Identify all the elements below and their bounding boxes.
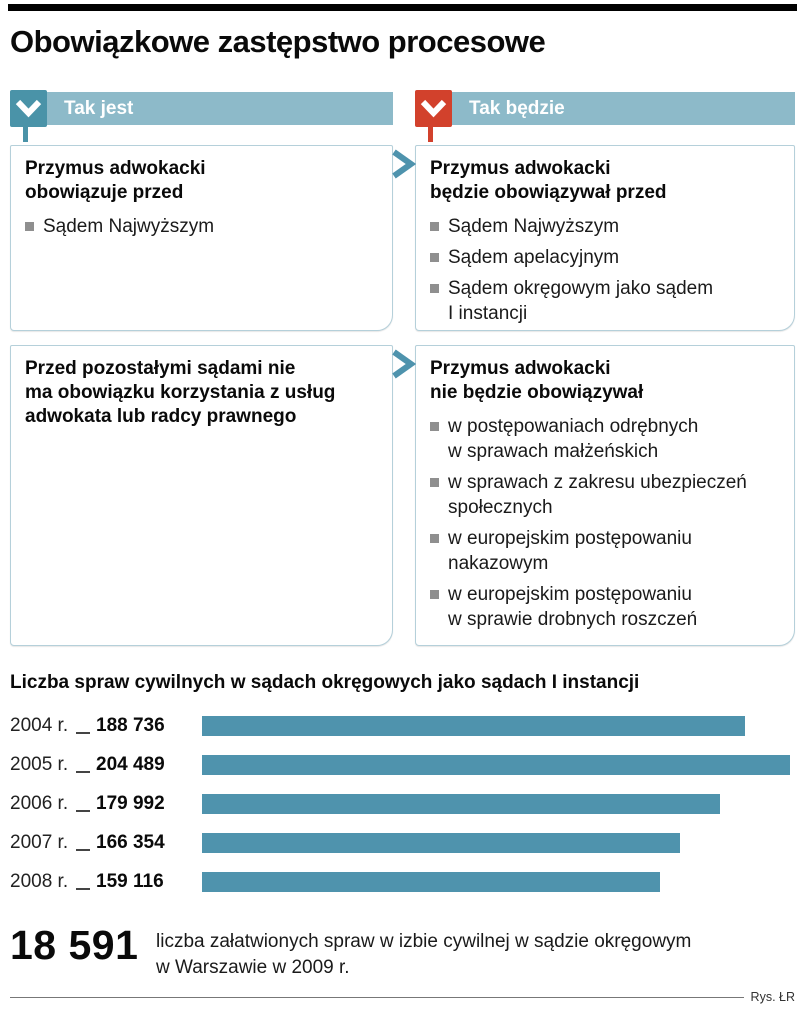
bottom-rule: Rys. ŁR	[10, 990, 795, 1004]
chart-row: 2004 r. 188 736	[10, 706, 795, 745]
value-label: 204 489	[96, 753, 165, 775]
tick-mark	[76, 770, 90, 773]
bar	[202, 715, 745, 736]
list-item: Sądem Najwyższym	[430, 214, 780, 239]
header-current-label: Tak jest	[64, 98, 134, 119]
year-label: 2005 r.	[10, 753, 69, 775]
chart-row: 2008 r. 159 116	[10, 862, 795, 901]
list-item: Sądem apelacyjnym	[430, 245, 780, 270]
box-current-row1: Przymus adwokacki obowiązuje przed Sądem…	[10, 145, 393, 331]
bullet-square-icon	[430, 253, 439, 262]
chart-row: 2007 r. 166 354	[10, 823, 795, 862]
tick-mark	[76, 848, 90, 851]
bullet-square-icon	[430, 478, 439, 487]
tick-mark	[76, 809, 90, 812]
credit-label: Rys. ŁR	[750, 990, 795, 1004]
box-heading: Przed pozostałymi sądami nie ma obowiązk…	[25, 358, 336, 427]
bullet-square-icon	[430, 534, 439, 543]
chevron-right-icon	[390, 349, 417, 379]
value-label: 179 992	[96, 792, 165, 814]
bullet-square-icon	[430, 422, 439, 431]
bar	[202, 793, 720, 814]
bullet-square-icon	[430, 590, 439, 599]
header-current: Tak jest	[10, 90, 393, 142]
chart-row: 2005 r. 204 489	[10, 745, 795, 784]
bullet-list: Sądem Najwyższym Sądem apelacyjnym Sądem…	[430, 214, 780, 326]
header-future-tail	[428, 126, 433, 142]
page-title: Obowiązkowe zastępstwo procesowe	[10, 24, 546, 59]
chevron-right-icon	[390, 149, 417, 179]
bullet-list: w postępowaniach odrębnych w sprawach ma…	[430, 414, 780, 632]
value-label: 166 354	[96, 831, 165, 853]
bullet-text: w postępowaniach odrębnych w sprawach ma…	[448, 416, 699, 462]
year-label: 2006 r.	[10, 792, 69, 814]
bullet-square-icon	[430, 222, 439, 231]
bullet-text: Sądem Najwyższym	[448, 216, 620, 237]
bullet-square-icon	[430, 284, 439, 293]
box-future-row1: Przymus adwokacki będzie obowiązywał prz…	[415, 145, 795, 331]
chevron-down-icon	[415, 90, 452, 142]
list-item: Sądem okręgowym jako sądem I instancji	[430, 276, 780, 326]
box-heading: Przymus adwokacki będzie obowiązywał prz…	[430, 158, 667, 203]
box-heading: Przymus adwokacki nie będzie obowiązywał	[430, 358, 644, 403]
chart-title: Liczba spraw cywilnych w sądach okręgowy…	[10, 672, 640, 693]
list-item: w europejskim postępowaniu w sprawie dro…	[430, 582, 780, 632]
value-label: 188 736	[96, 714, 165, 736]
year-label: 2007 r.	[10, 831, 69, 853]
header-future-label: Tak będzie	[469, 98, 565, 119]
list-item: w sprawach z zakresu ubezpieczeń społecz…	[430, 470, 780, 520]
year-label: 2004 r.	[10, 714, 69, 736]
chart-row: 2006 r. 179 992	[10, 784, 795, 823]
rule-line	[10, 996, 744, 998]
list-item: Sądem Najwyższym	[25, 214, 378, 239]
bar-chart: 2004 r. 188 736 2005 r. 204 489 2006 r. …	[10, 706, 795, 901]
tick-mark	[76, 887, 90, 890]
bullet-list: Sądem Najwyższym	[25, 214, 378, 239]
bullet-text: Sądem okręgowym jako sądem I instancji	[448, 278, 714, 324]
highlight-number: 18 591	[10, 922, 139, 968]
bullet-text: w europejskim postępowaniu w sprawie dro…	[448, 584, 698, 630]
year-label: 2008 r.	[10, 870, 69, 892]
header-current-tail	[23, 126, 28, 142]
bullet-text: w europejskim postępowaniu nakazowym	[448, 528, 692, 574]
bar	[202, 871, 660, 892]
header-future: Tak będzie	[415, 90, 795, 142]
box-current-row2: Przed pozostałymi sądami nie ma obowiązk…	[10, 345, 393, 646]
chevron-down-icon	[10, 90, 47, 142]
bullet-text: Sądem apelacyjnym	[448, 247, 620, 268]
tick-mark	[76, 731, 90, 734]
bullet-text: w sprawach z zakresu ubezpieczeń społecz…	[448, 472, 747, 518]
box-heading: Przymus adwokacki obowiązuje przed	[25, 158, 206, 203]
list-item: w postępowaniach odrębnych w sprawach ma…	[430, 414, 780, 464]
bullet-text: Sądem Najwyższym	[43, 216, 215, 237]
bar	[202, 832, 680, 853]
list-item: w europejskim postępowaniu nakazowym	[430, 526, 780, 576]
bar	[202, 754, 790, 775]
highlight-description: liczba załatwionych spraw w izbie cywiln…	[156, 931, 692, 978]
value-label: 159 116	[96, 870, 164, 892]
box-future-row2: Przymus adwokacki nie będzie obowiązywał…	[415, 345, 795, 646]
bullet-square-icon	[25, 222, 34, 231]
top-rule	[8, 4, 797, 11]
